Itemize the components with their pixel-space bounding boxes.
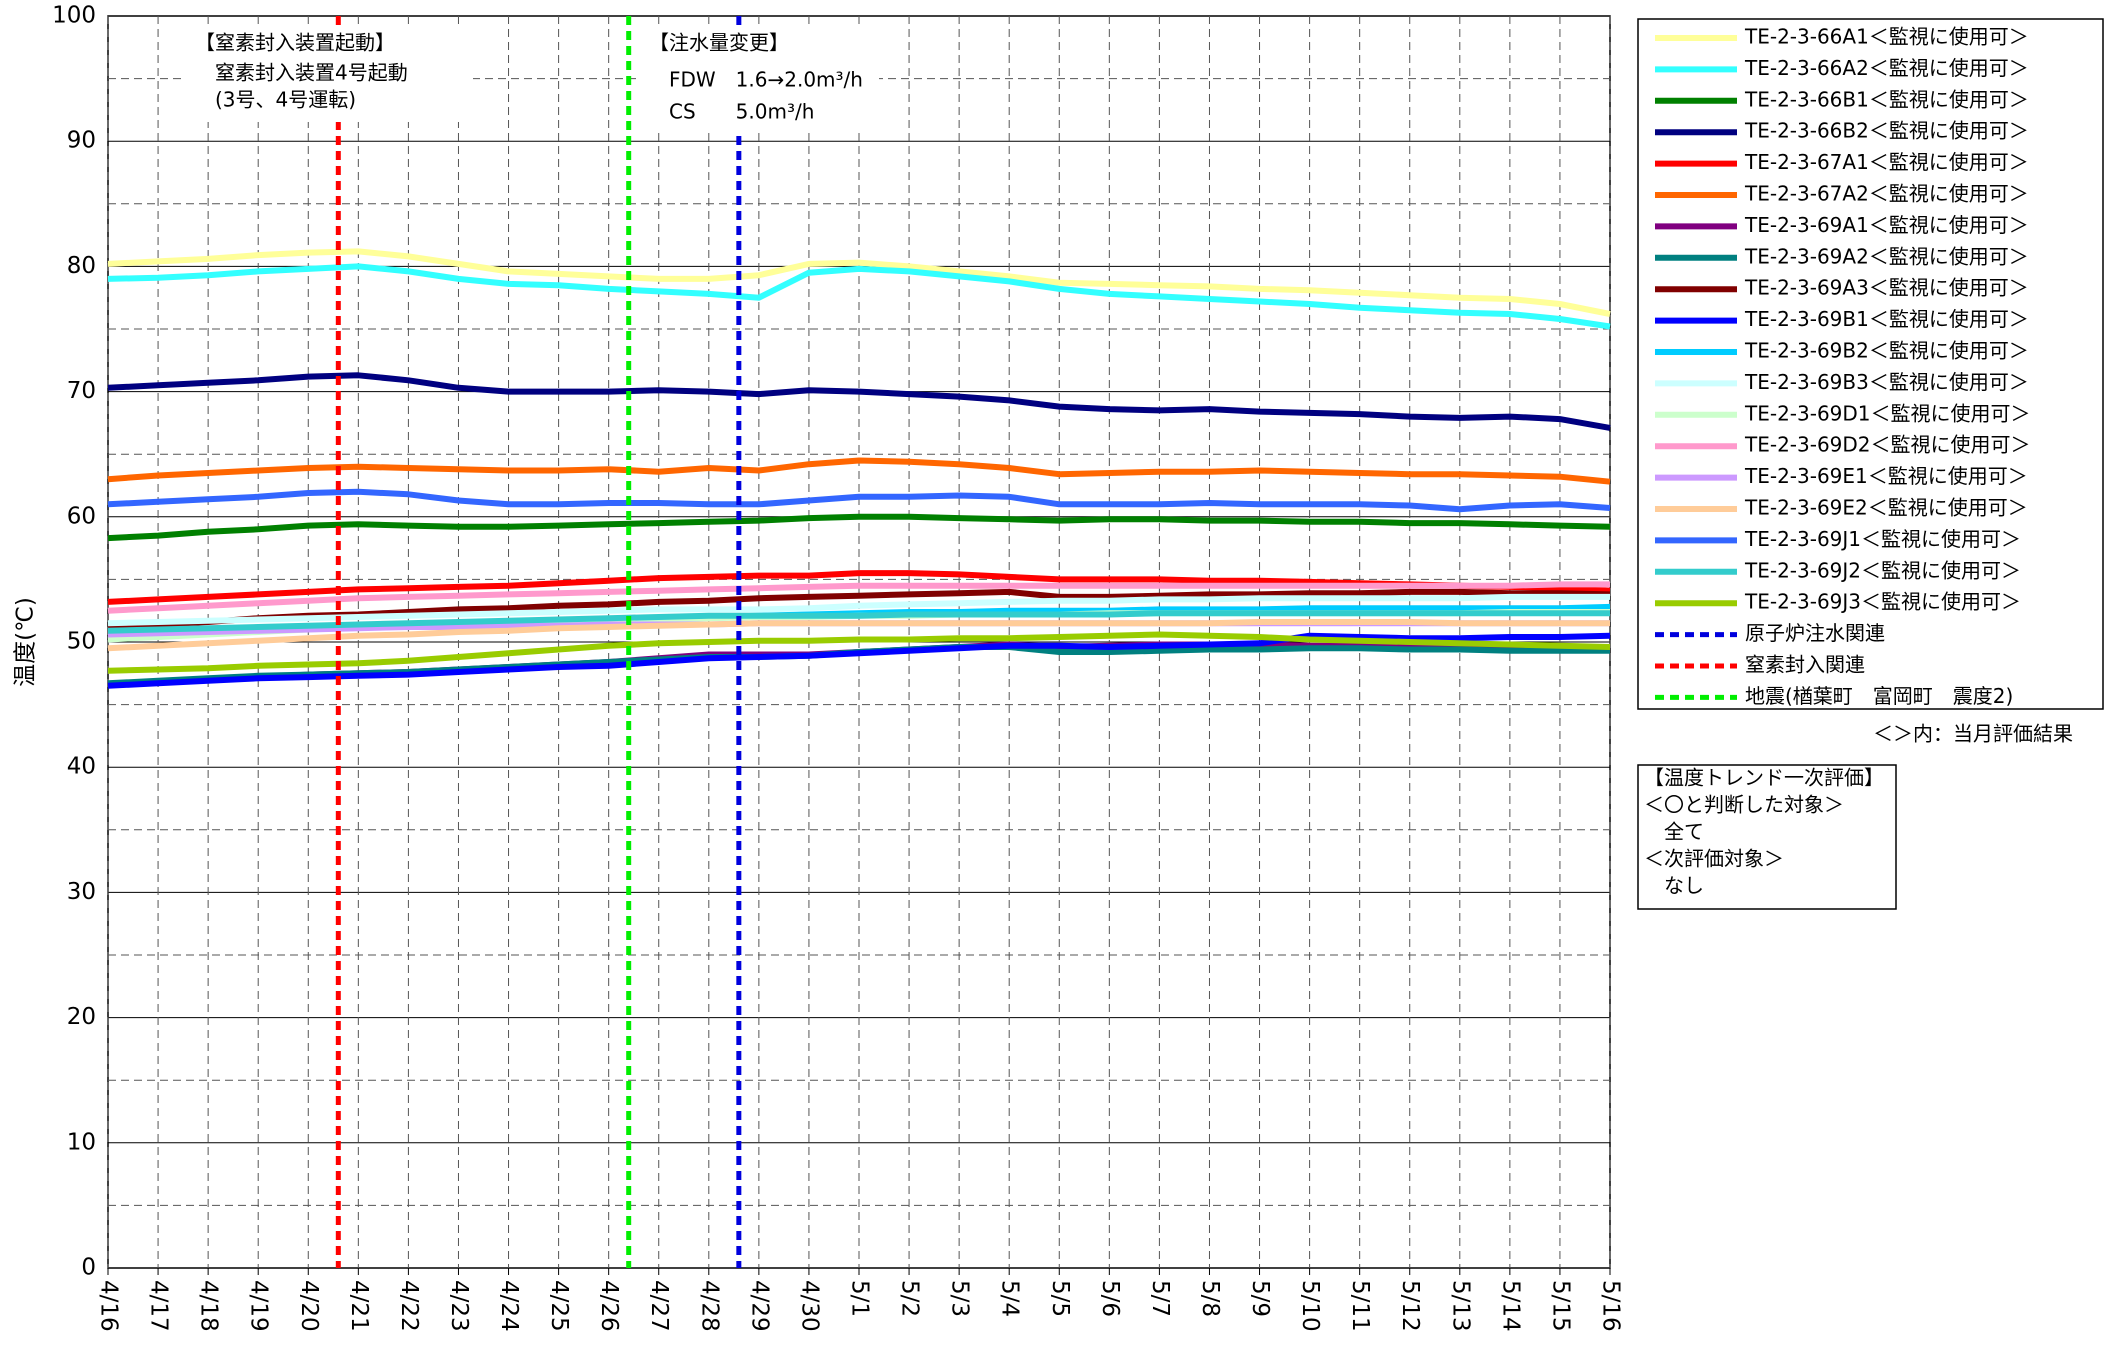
x-tick-label: 4/16 bbox=[96, 1280, 122, 1332]
y-tick-label: 30 bbox=[67, 879, 96, 905]
x-tick-label: 5/2 bbox=[897, 1280, 923, 1317]
x-tick-label: 5/9 bbox=[1247, 1280, 1273, 1317]
x-tick-label: 4/22 bbox=[396, 1280, 422, 1332]
x-tick-label: 4/25 bbox=[546, 1280, 572, 1332]
y-tick-label: 0 bbox=[81, 1255, 96, 1281]
x-tick-label: 4/28 bbox=[696, 1280, 722, 1332]
legend-label: TE-2-3-69E1＜監視に使用可＞ bbox=[1744, 464, 2028, 488]
series-line bbox=[107, 632, 1611, 689]
legend-items: TE-2-3-66A1＜監視に使用可＞ TE-2-3-66A2＜監視に使用可＞ TE… bbox=[1655, 25, 2031, 708]
x-tick-label: 4/30 bbox=[796, 1280, 822, 1332]
series-line bbox=[107, 610, 1610, 634]
annotation-box bbox=[639, 28, 879, 130]
legend-label: TE-2-3-66B1＜監視に使用可＞ bbox=[1744, 87, 2029, 111]
series-line bbox=[107, 263, 1611, 330]
legend-label: TE-2-3-66B2＜監視に使用可＞ bbox=[1744, 119, 2029, 143]
x-tick-label: 5/16 bbox=[1598, 1280, 1624, 1332]
x-tick-label: 5/12 bbox=[1397, 1280, 1423, 1332]
legend-label: TE-2-3-66A1＜監視に使用可＞ bbox=[1744, 25, 2029, 49]
legend-label: TE-2-3-69D2＜監視に使用可＞ bbox=[1744, 433, 2031, 457]
series-line bbox=[107, 619, 1610, 652]
series-line bbox=[107, 488, 1611, 513]
legend-label: TE-2-3-69B2＜監視に使用可＞ bbox=[1744, 339, 2029, 363]
y-tick-label: 50 bbox=[67, 629, 96, 655]
x-tick-label: 4/19 bbox=[246, 1280, 272, 1332]
legend-label: TE-2-3-67A1＜監視に使用可＞ bbox=[1744, 150, 2029, 174]
x-tick-label: 5/15 bbox=[1547, 1280, 1573, 1332]
legend-label: TE-2-3-69J1＜監視に使用可＞ bbox=[1744, 527, 2021, 551]
legend-label: TE-2-3-67A2＜監視に使用可＞ bbox=[1744, 182, 2029, 206]
y-tick-label: 70 bbox=[67, 378, 96, 404]
annotation-box bbox=[183, 28, 473, 122]
y-tick-label: 60 bbox=[67, 503, 96, 529]
series-line bbox=[107, 513, 1611, 542]
legend-label: 地震(楢葉町 富岡町 震度2) bbox=[1745, 684, 2013, 708]
annotation: 【窒素封入装置起動】 bbox=[195, 31, 395, 55]
legend-label: TE-2-3-69A2＜監視に使用可＞ bbox=[1744, 244, 2029, 268]
x-tick-label: 5/6 bbox=[1097, 1280, 1123, 1317]
series-line bbox=[107, 457, 1611, 485]
annotation: 窒素封入装置4号起動 bbox=[215, 61, 408, 85]
y-axis-label: 温度(℃) bbox=[13, 597, 39, 687]
y-tick-label: 40 bbox=[67, 754, 96, 780]
evaluation-text: なし bbox=[1664, 874, 1704, 898]
evaluation-text: 全て bbox=[1664, 820, 1704, 844]
series-line bbox=[107, 593, 1610, 627]
series-line bbox=[107, 581, 1610, 614]
x-tick-label: 4/17 bbox=[146, 1280, 172, 1332]
evaluation-text: ＜〇と判断した対象＞ bbox=[1644, 793, 1844, 817]
legend-label: TE-2-3-66A2＜監視に使用可＞ bbox=[1744, 56, 2029, 80]
x-tick-label: 4/26 bbox=[596, 1280, 622, 1332]
annotation: 【注水量変更】 bbox=[649, 31, 789, 55]
x-tick-label: 5/10 bbox=[1297, 1280, 1323, 1332]
x-tick-label: 5/1 bbox=[847, 1280, 873, 1317]
legend-label: TE-2-3-69D1＜監視に使用可＞ bbox=[1744, 401, 2031, 425]
x-tick-label: 4/27 bbox=[646, 1280, 672, 1332]
x-tick-label: 5/14 bbox=[1497, 1280, 1523, 1332]
x-tick-label: 4/18 bbox=[196, 1280, 222, 1332]
events bbox=[335, 16, 742, 1268]
y-tick-label: 10 bbox=[67, 1129, 96, 1155]
series-line bbox=[107, 372, 1611, 431]
x-tick-label: 5/5 bbox=[1047, 1280, 1073, 1317]
x-tick-label: 5/13 bbox=[1447, 1280, 1473, 1332]
x-tick-label: 5/4 bbox=[997, 1280, 1023, 1317]
annotation: (3号、4号運転) bbox=[215, 88, 356, 112]
legend-label: 窒素封入関連 bbox=[1745, 653, 1865, 677]
series-line bbox=[107, 248, 1611, 317]
y-tick-label: 80 bbox=[67, 253, 96, 279]
legend-label: TE-2-3-69J3＜監視に使用可＞ bbox=[1744, 590, 2021, 614]
legend-label: TE-2-3-69J2＜監視に使用可＞ bbox=[1744, 558, 2021, 582]
lines bbox=[107, 248, 1611, 689]
legend-label: TE-2-3-69E2＜監視に使用可＞ bbox=[1744, 496, 2028, 520]
x-tick-label: 4/21 bbox=[346, 1280, 372, 1332]
legend-label: 原子炉注水関連 bbox=[1745, 621, 1885, 645]
y-tick-label: 20 bbox=[67, 1004, 96, 1030]
evaluation-text: 【温度トレンド一次評価】 bbox=[1644, 766, 1884, 790]
x-tick-label: 4/24 bbox=[496, 1280, 522, 1332]
legend-label: TE-2-3-69B3＜監視に使用可＞ bbox=[1744, 370, 2029, 394]
evaluation-text: ＜次評価対象＞ bbox=[1644, 847, 1784, 871]
legend-note: ＜＞内：当月評価結果 bbox=[1873, 722, 2073, 746]
annotation: FDW 1.6→2.0m³/h bbox=[669, 68, 863, 92]
x-tick-label: 5/7 bbox=[1147, 1280, 1173, 1317]
legend-label: TE-2-3-69A3＜監視に使用可＞ bbox=[1744, 276, 2029, 300]
x-tick-label: 5/3 bbox=[947, 1280, 973, 1317]
y-tick-label: 100 bbox=[52, 3, 96, 29]
x-tick-label: 5/11 bbox=[1347, 1280, 1373, 1332]
x-tick-label: 4/20 bbox=[296, 1280, 322, 1332]
annotation: CS 5.0m³/h bbox=[669, 100, 814, 124]
x-tick-label: 5/8 bbox=[1197, 1280, 1223, 1317]
legend-label: TE-2-3-69A1＜監視に使用可＞ bbox=[1744, 213, 2029, 237]
series-line bbox=[107, 631, 1611, 674]
legend-label: TE-2-3-69B1＜監視に使用可＞ bbox=[1744, 307, 2029, 331]
x-tick-label: 4/29 bbox=[746, 1280, 772, 1332]
x-tick-label: 4/23 bbox=[446, 1280, 472, 1332]
y-tick-label: 90 bbox=[67, 128, 96, 154]
evaluation-box bbox=[1637, 764, 1897, 910]
